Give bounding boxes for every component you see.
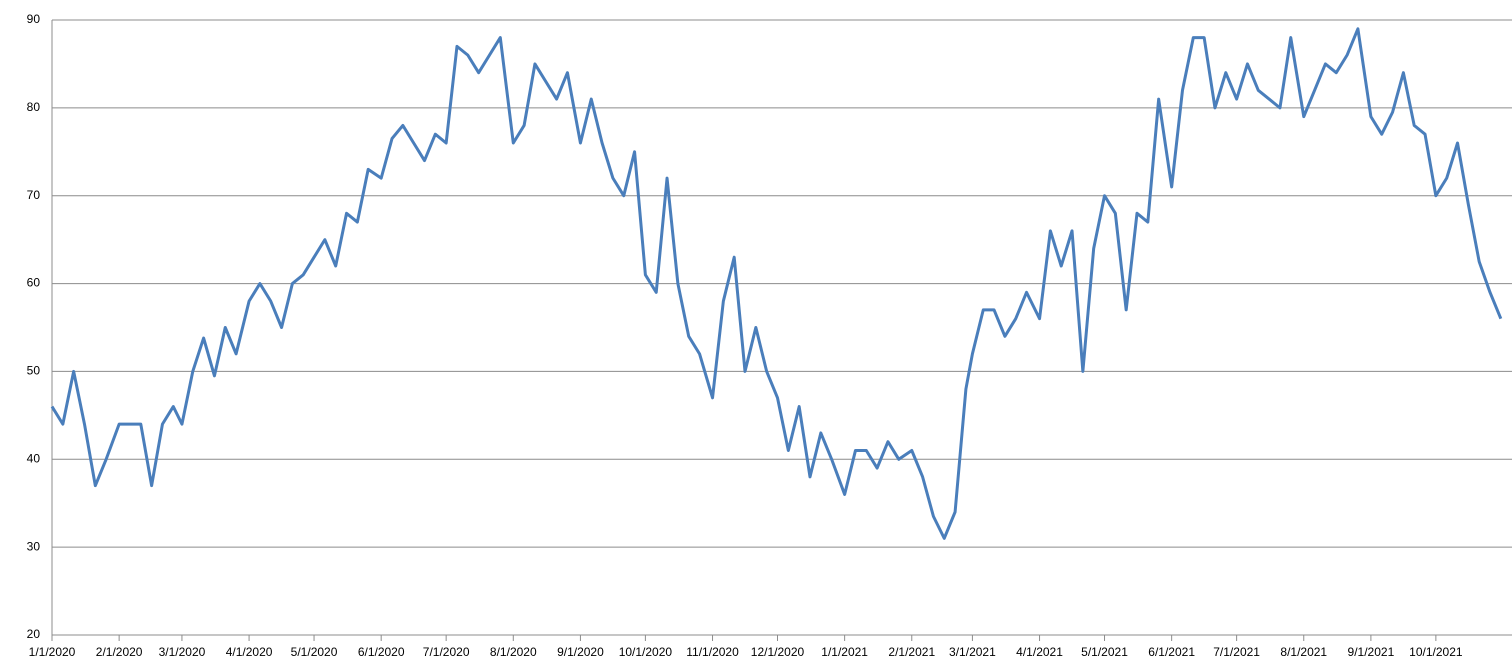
x-tick-label: 5/1/2021: [1081, 645, 1128, 659]
x-tick-label: 10/1/2021: [1409, 645, 1463, 659]
x-tick-label: 3/1/2020: [159, 645, 206, 659]
x-tick-label: 8/1/2021: [1280, 645, 1327, 659]
x-tick-label: 12/1/2020: [751, 645, 805, 659]
x-tick-label: 4/1/2021: [1016, 645, 1063, 659]
x-tick-label: 2/1/2021: [888, 645, 935, 659]
x-tick-label: 7/1/2020: [423, 645, 470, 659]
y-tick-label: 40: [27, 451, 41, 465]
x-tick-label: 5/1/2020: [291, 645, 338, 659]
x-tick-label: 8/1/2020: [490, 645, 537, 659]
x-tick-label: 6/1/2021: [1148, 645, 1195, 659]
x-tick-label: 7/1/2021: [1213, 645, 1260, 659]
x-tick-label: 9/1/2021: [1348, 645, 1395, 659]
data-line: [50, 27, 1503, 540]
y-tick-label: 60: [27, 276, 41, 290]
x-tick-label: 3/1/2021: [949, 645, 996, 659]
y-tick-label: 90: [27, 12, 41, 26]
x-tick-label: 2/1/2020: [96, 645, 143, 659]
y-tick-label: 20: [27, 627, 41, 641]
x-tick-label: 6/1/2020: [358, 645, 405, 659]
x-tick-label: 1/1/2020: [29, 645, 76, 659]
y-tick-label: 70: [27, 188, 41, 202]
x-tick-label: 11/1/2020: [686, 645, 739, 659]
y-tick-label: 80: [27, 100, 41, 114]
x-tick-label: 9/1/2020: [557, 645, 604, 659]
x-tick-label: 10/1/2020: [619, 645, 673, 659]
y-tick-label: 30: [27, 539, 41, 553]
x-tick-label: 1/1/2021: [821, 645, 868, 659]
y-tick-label: 50: [27, 364, 41, 378]
x-tick-label: 4/1/2020: [226, 645, 273, 659]
